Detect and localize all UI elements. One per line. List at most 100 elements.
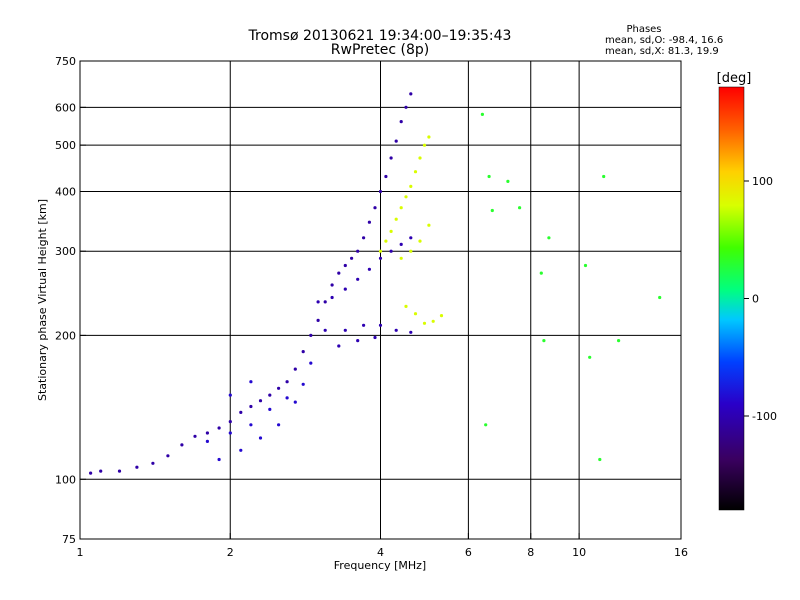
phase-stats-x: mean, sd,X: 81.3, 19.9	[605, 46, 719, 57]
data-point	[217, 426, 221, 430]
data-point	[394, 217, 398, 221]
data-point	[228, 420, 232, 424]
colorbar-tick-label: 0	[752, 293, 759, 306]
data-point	[487, 174, 491, 179]
data-point	[193, 434, 197, 438]
data-point	[239, 448, 243, 452]
data-point	[362, 236, 366, 240]
y-axis-label: Stationary phase Virtual Height [km]	[36, 199, 49, 401]
colorbar	[718, 86, 745, 511]
data-point	[356, 249, 360, 253]
data-point	[413, 312, 418, 316]
data-point	[409, 236, 413, 240]
data-point	[249, 404, 253, 409]
data-point	[583, 263, 588, 268]
colorbar-tick-label: -100	[752, 410, 777, 423]
data-point	[422, 321, 427, 325]
data-point	[439, 314, 444, 318]
phase-stats-o: mean, sd,O: -98.4, 16.6	[605, 35, 723, 46]
y-tick-label: 400	[55, 185, 76, 198]
data-point	[367, 220, 371, 224]
data-point	[389, 156, 393, 160]
data-point	[617, 339, 621, 343]
x-tick-label: 8	[527, 546, 534, 559]
data-point	[394, 328, 398, 332]
data-point	[389, 229, 393, 233]
data-point	[205, 431, 209, 435]
data-point	[293, 400, 297, 404]
data-point	[384, 174, 388, 179]
data-point	[343, 263, 347, 268]
data-point	[277, 386, 281, 390]
data-point	[409, 330, 413, 334]
data-point	[394, 139, 398, 143]
data-point	[205, 439, 209, 443]
data-point	[99, 469, 103, 473]
colorbar-tick-label: 100	[752, 175, 773, 188]
chart-title: Tromsø 20130621 19:34:00–19:35:43	[248, 28, 512, 44]
x-tick-label: 1	[77, 546, 84, 559]
phase-header: Phases	[626, 24, 661, 35]
data-point	[602, 174, 606, 179]
data-point	[117, 469, 122, 473]
data-point	[268, 393, 272, 397]
data-point	[277, 423, 281, 427]
data-point	[547, 236, 551, 240]
data-point	[268, 407, 272, 411]
x-tick-label: 4	[377, 546, 384, 559]
data-point	[323, 300, 327, 304]
y-tick-label: 300	[55, 245, 76, 258]
data-point	[378, 189, 383, 194]
data-point	[258, 399, 263, 403]
data-point	[343, 287, 347, 291]
y-tick-label: 200	[55, 329, 76, 342]
data-point	[258, 436, 263, 440]
data-point	[180, 443, 184, 447]
data-point	[309, 333, 313, 337]
data-point	[427, 135, 431, 139]
data-point	[373, 206, 377, 210]
data-points	[89, 92, 662, 475]
data-point	[337, 271, 341, 275]
chart-subtitle: RwPretec (8p)	[331, 42, 429, 58]
data-point	[301, 382, 305, 386]
data-point	[323, 328, 327, 332]
data-point	[418, 156, 422, 160]
data-point	[228, 431, 232, 435]
data-point	[249, 380, 253, 384]
data-point	[316, 300, 320, 304]
colorbar-ticks: 100 0 -100	[744, 175, 777, 423]
data-point	[404, 105, 408, 109]
data-point	[343, 328, 347, 332]
data-point	[166, 454, 170, 458]
data-point	[409, 184, 413, 188]
data-point	[239, 410, 243, 414]
x-tick-label: 6	[465, 546, 472, 559]
x-ticks: 1 2 4 6 8 10 16	[77, 533, 688, 559]
data-point	[480, 112, 484, 116]
x-axis-label: Frequency [MHz]	[334, 559, 426, 572]
data-point	[285, 380, 289, 384]
data-point	[588, 355, 592, 359]
y-tick-label: 100	[55, 473, 76, 486]
y-tick-label: 600	[55, 101, 76, 114]
data-point	[399, 206, 403, 210]
data-point	[217, 457, 221, 462]
data-point	[378, 249, 383, 253]
data-point	[404, 304, 408, 308]
data-point	[337, 344, 341, 348]
data-point	[422, 143, 427, 147]
data-point	[384, 239, 388, 243]
data-point	[285, 396, 289, 400]
data-point	[409, 249, 413, 253]
grid	[80, 61, 681, 539]
data-point	[309, 361, 313, 365]
y-tick-label: 750	[55, 55, 76, 68]
x-tick-label: 16	[674, 546, 688, 559]
data-point	[316, 318, 320, 322]
data-point	[399, 256, 403, 260]
y-ticks: 75 100 200 300 400 500 600 750	[55, 55, 86, 546]
data-point	[330, 295, 334, 300]
data-point	[249, 423, 253, 427]
